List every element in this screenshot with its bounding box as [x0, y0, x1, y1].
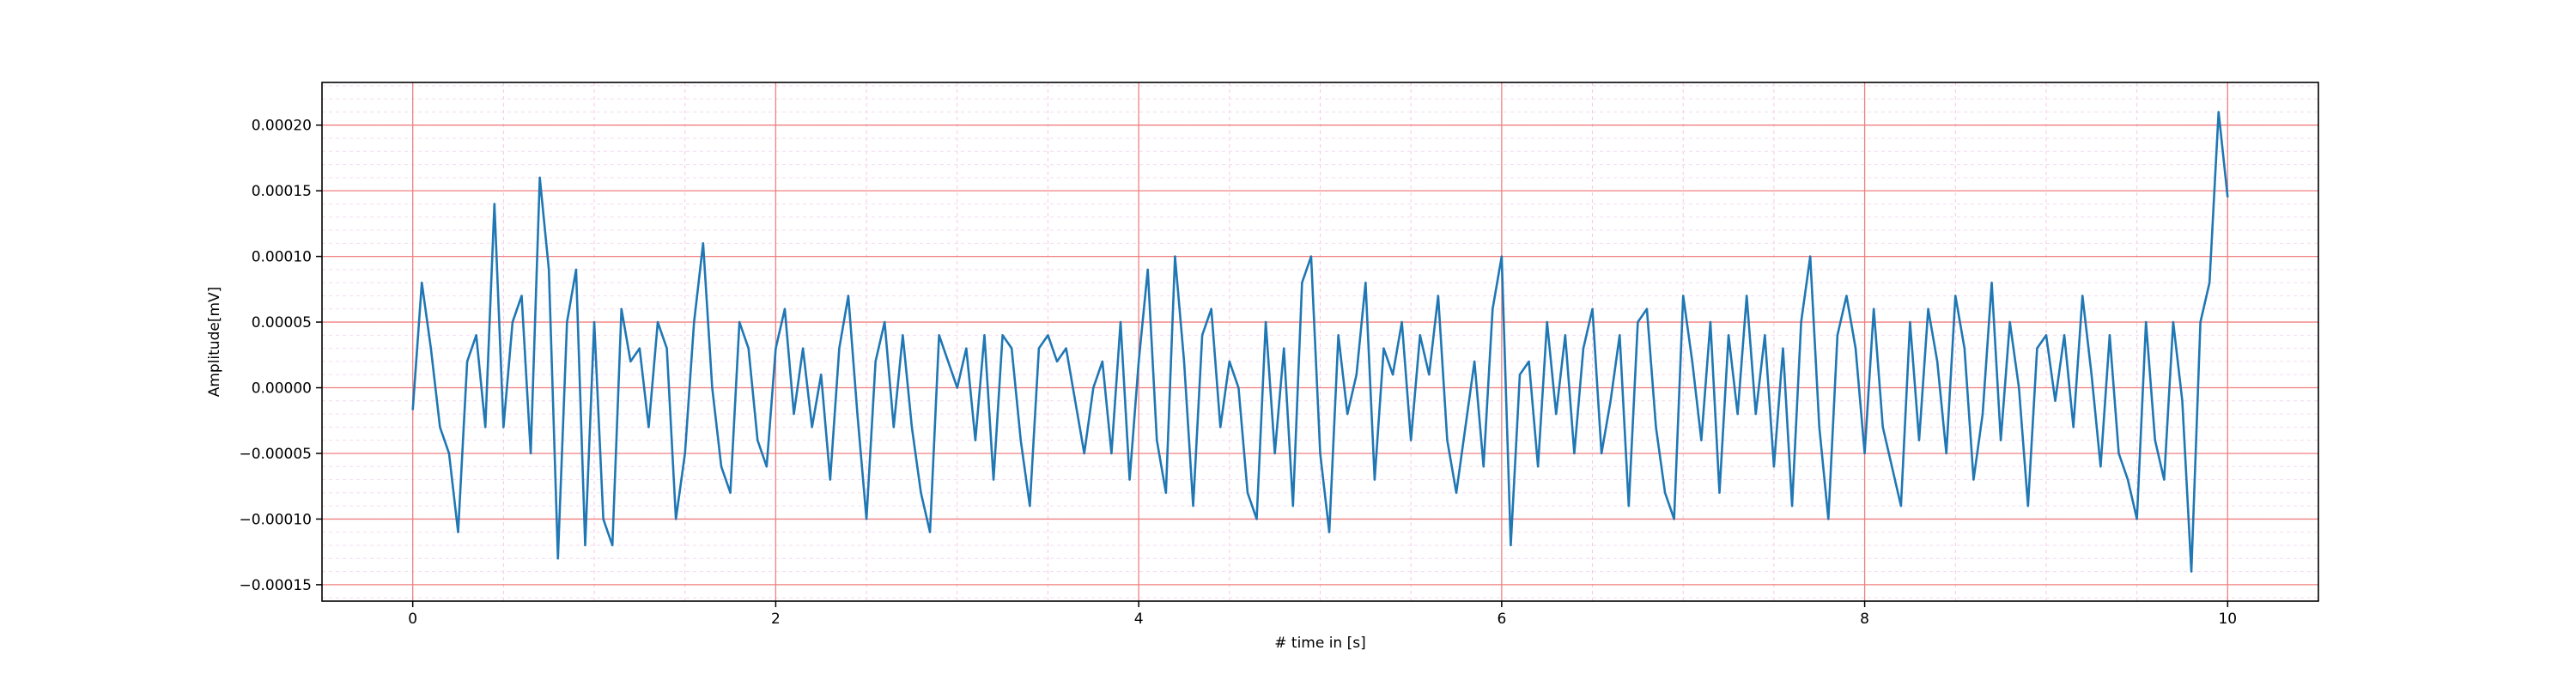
x-tick-label: 10 [2218, 611, 2237, 628]
signal-line [411, 111, 2229, 573]
y-axis-label: Amplitude[mV] [206, 287, 223, 398]
y-tick-label: −0.00010 [239, 511, 312, 528]
axes-frame [321, 82, 2319, 602]
x-tick-label: 2 [771, 611, 781, 628]
y-tick-label: 0.00015 [252, 183, 312, 200]
y-tick-label: 0.00010 [252, 249, 312, 266]
plot-area [411, 111, 2229, 573]
x-tick-label: 4 [1134, 611, 1144, 628]
y-tick-label: 0.00005 [252, 314, 312, 331]
y-tick-label: −0.00005 [239, 446, 312, 463]
y-tick-label: 0.00000 [252, 380, 312, 398]
x-axis-label: # time in [s] [1274, 635, 1365, 652]
y-tick-label: −0.00015 [239, 577, 312, 594]
x-tick-label: 6 [1497, 611, 1506, 628]
ticks: 0 2 4 6 8 10 −0.00015 −0.00010 −0.00005 0.00000 0.… [239, 118, 2237, 628]
y-tick-label: 0.00020 [252, 118, 312, 135]
major-grid [322, 82, 2318, 601]
x-tick-label: 8 [1860, 611, 1869, 628]
x-tick-label: 0 [408, 611, 417, 628]
